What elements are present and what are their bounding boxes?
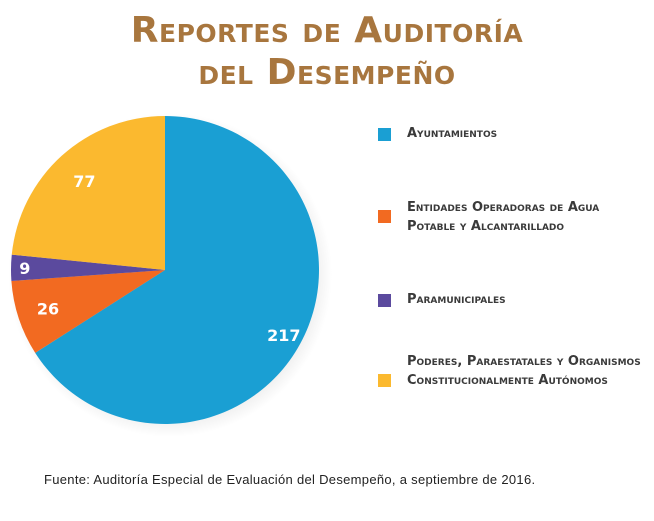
pie-slice-3 [12, 116, 165, 270]
legend-label-poderes: Poderes, Paraestatales y Organismos Cons… [407, 352, 647, 390]
legend-swatch-poderes [378, 374, 391, 387]
pie-slice-label-2: 9 [19, 259, 30, 278]
legend-label-entidades-operadoras: Entidades Operadoras de Agua Potable y A… [407, 198, 647, 236]
legend-swatch-paramunicipales [378, 294, 391, 307]
pie-slice-label-3: 77 [73, 172, 95, 191]
source-note: Fuente: Auditoría Especial de Evaluación… [44, 472, 644, 487]
chart-title: Reportes de Auditoría del Desempeño [0, 10, 654, 94]
title-line-1: Reportes de Auditoría [0, 10, 654, 52]
title-line-2: del Desempeño [0, 52, 654, 94]
legend-label-paramunicipales: Paramunicipales [407, 290, 647, 309]
pie-chart: 217 26 9 77 [0, 100, 340, 440]
pie-slice-label-1: 26 [37, 300, 59, 319]
legend-swatch-ayuntamientos [378, 128, 391, 141]
pie-slice-label-0: 217 [267, 326, 300, 345]
legend-label-ayuntamientos: Ayuntamientos [407, 124, 647, 143]
legend-swatch-entidades-operadoras [378, 210, 391, 223]
